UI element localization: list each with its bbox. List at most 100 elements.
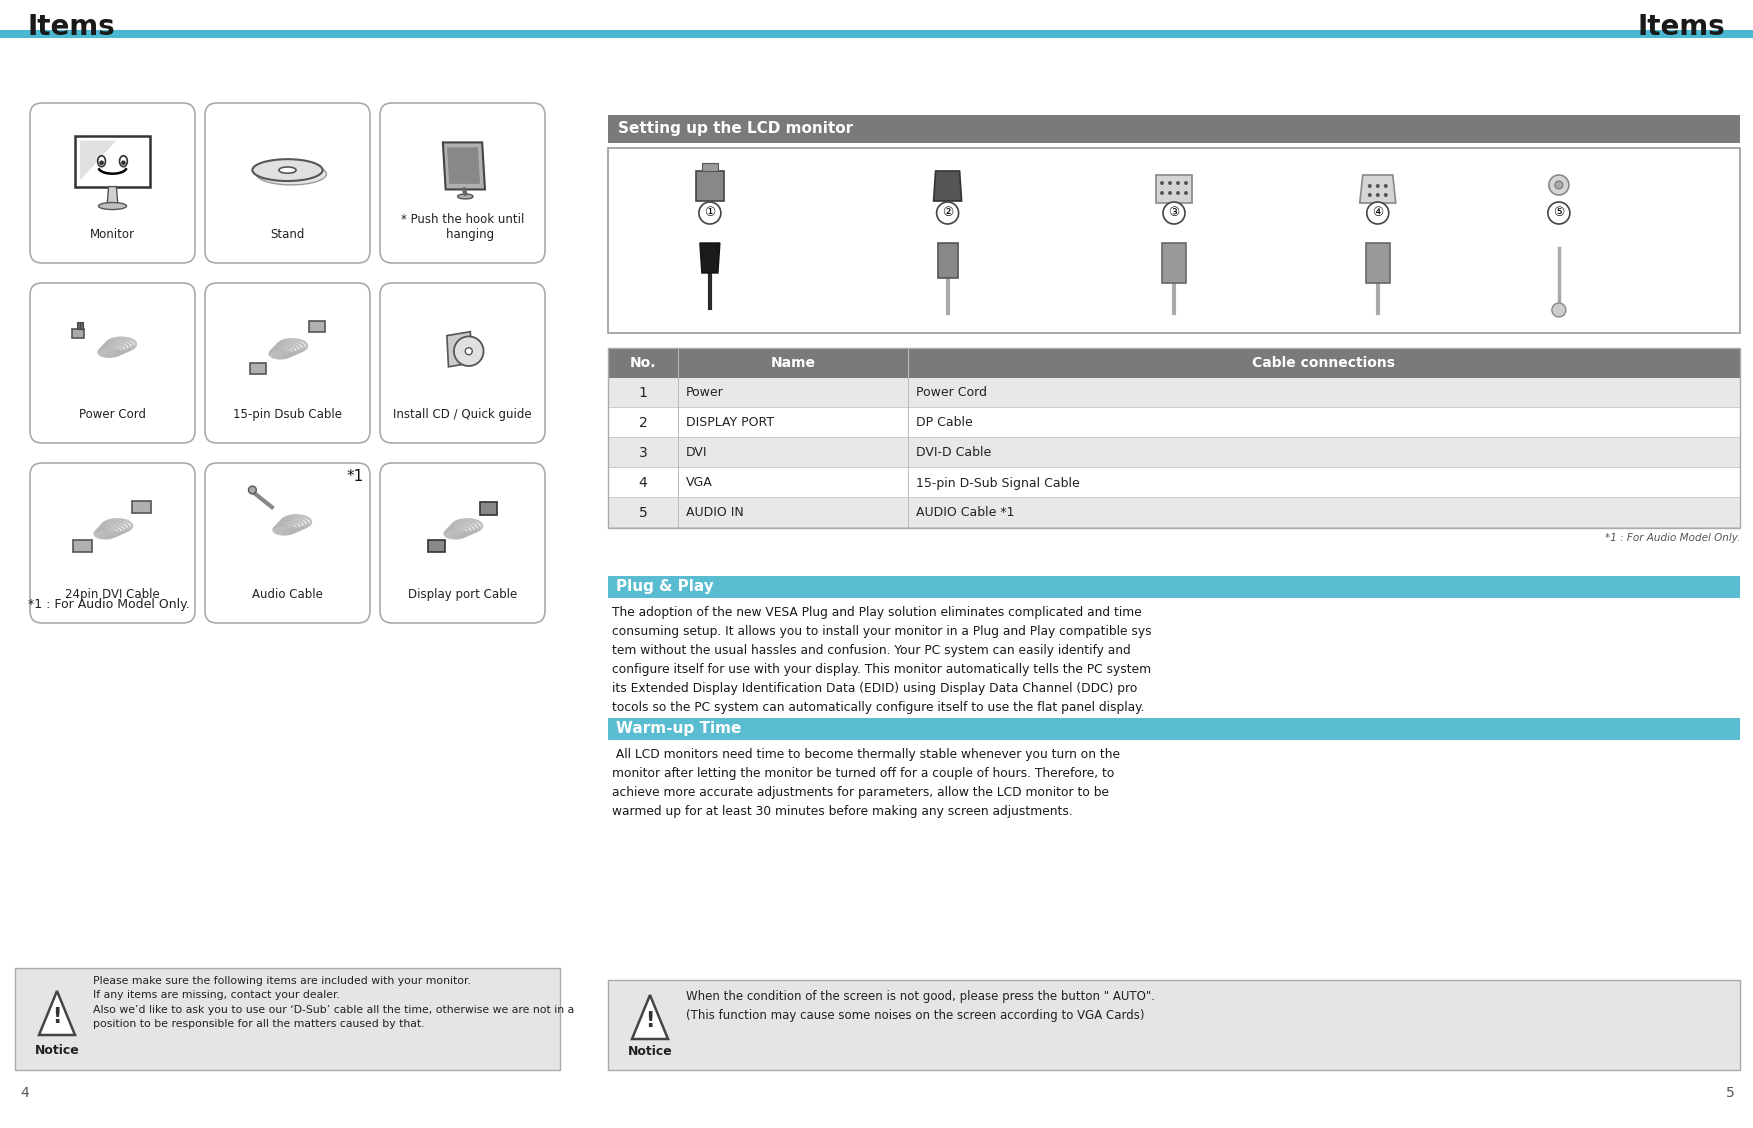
- Text: No.: No.: [629, 356, 656, 370]
- Text: DISPLAY PORT: DISPLAY PORT: [685, 416, 775, 430]
- Ellipse shape: [256, 164, 326, 185]
- Polygon shape: [447, 332, 472, 367]
- Ellipse shape: [458, 194, 473, 199]
- Circle shape: [249, 486, 256, 494]
- FancyBboxPatch shape: [30, 103, 195, 263]
- Text: Power Cord: Power Cord: [79, 408, 145, 421]
- Text: 5: 5: [1727, 1086, 1735, 1100]
- Circle shape: [1376, 193, 1380, 197]
- Text: Audio Cable: Audio Cable: [252, 588, 323, 601]
- Bar: [608, 980, 1741, 1070]
- Circle shape: [1383, 193, 1388, 197]
- Bar: [608, 468, 1741, 497]
- Text: DVI-D Cable: DVI-D Cable: [917, 447, 990, 459]
- FancyBboxPatch shape: [380, 462, 545, 623]
- Bar: [309, 321, 324, 332]
- Text: 24pin DVI Cable: 24pin DVI Cable: [65, 588, 160, 601]
- Bar: [131, 501, 151, 513]
- Text: All LCD monitors need time to become thermally stable whenever you turn on the: All LCD monitors need time to become the…: [612, 748, 1120, 761]
- Circle shape: [936, 202, 959, 224]
- Ellipse shape: [465, 347, 472, 354]
- Text: achieve more accurate adjustments for parameters, allow the LCD monitor to be: achieve more accurate adjustments for pa…: [612, 786, 1110, 799]
- Circle shape: [1367, 193, 1373, 197]
- Text: VGA: VGA: [685, 476, 713, 490]
- Text: tem without the usual hassles and confusion. Your PC system can easily identify : tem without the usual hassles and confus…: [612, 644, 1131, 656]
- Text: tocols so the PC system can automatically configure itself to use the flat panel: tocols so the PC system can automaticall…: [612, 700, 1145, 714]
- FancyBboxPatch shape: [30, 462, 195, 623]
- Circle shape: [1367, 202, 1388, 224]
- Bar: [79, 323, 82, 328]
- Circle shape: [1550, 175, 1569, 195]
- Circle shape: [1367, 184, 1373, 188]
- Text: Warm-up Time: Warm-up Time: [615, 722, 742, 737]
- Bar: [938, 243, 957, 277]
- Text: !: !: [645, 1011, 654, 1031]
- FancyBboxPatch shape: [380, 283, 545, 443]
- FancyBboxPatch shape: [205, 283, 370, 443]
- Text: Items: Items: [28, 14, 116, 41]
- Bar: [1155, 175, 1192, 203]
- Text: Setting up the LCD monitor: Setting up the LCD monitor: [619, 122, 854, 136]
- Circle shape: [1551, 303, 1565, 317]
- Text: consuming setup. It allows you to install your monitor in a Plug and Play compat: consuming setup. It allows you to instal…: [612, 625, 1152, 638]
- Circle shape: [121, 160, 126, 165]
- Circle shape: [1167, 180, 1173, 185]
- Ellipse shape: [98, 156, 105, 167]
- Bar: [77, 323, 79, 328]
- Ellipse shape: [454, 336, 484, 365]
- Circle shape: [1548, 202, 1571, 224]
- FancyBboxPatch shape: [205, 103, 370, 263]
- Text: Cable connections: Cable connections: [1252, 356, 1395, 370]
- Polygon shape: [633, 995, 668, 1039]
- Circle shape: [699, 202, 720, 224]
- Text: The adoption of the new VESA Plug and Play solution eliminates complicated and t: The adoption of the new VESA Plug and Pl…: [612, 606, 1141, 619]
- Polygon shape: [699, 243, 720, 273]
- Ellipse shape: [252, 159, 323, 180]
- Bar: [608, 349, 1741, 528]
- FancyBboxPatch shape: [30, 283, 195, 443]
- Circle shape: [100, 160, 103, 165]
- Bar: [608, 438, 1741, 468]
- Text: configure itself for use with your display. This monitor automatically tells the: configure itself for use with your displ…: [612, 663, 1152, 676]
- Text: Install CD / Quick guide: Install CD / Quick guide: [393, 408, 531, 421]
- Text: 2: 2: [638, 416, 647, 430]
- Ellipse shape: [119, 156, 128, 167]
- Text: its Extended Display Identification Data (EDID) using Display Data Channel (DDC): its Extended Display Identification Data…: [612, 682, 1138, 695]
- Text: ①: ①: [705, 206, 715, 220]
- Text: DVI: DVI: [685, 447, 708, 459]
- Text: Items: Items: [1637, 14, 1725, 41]
- Text: *1 : For Audio Model Only.: *1 : For Audio Model Only.: [1604, 534, 1741, 543]
- Polygon shape: [81, 141, 116, 180]
- Bar: [608, 378, 1741, 408]
- Bar: [75, 135, 149, 186]
- Text: ④: ④: [1373, 206, 1383, 220]
- Bar: [72, 328, 84, 338]
- Bar: [1366, 243, 1390, 283]
- Text: When the condition of the screen is not good, please press the button " AUTO".: When the condition of the screen is not …: [685, 990, 1155, 1003]
- Text: * Push the hook until
    hanging: * Push the hook until hanging: [401, 213, 524, 241]
- Text: 4: 4: [19, 1086, 28, 1100]
- Text: AUDIO IN: AUDIO IN: [685, 506, 743, 520]
- Circle shape: [1183, 191, 1189, 195]
- Polygon shape: [107, 186, 117, 206]
- Bar: [74, 540, 93, 553]
- Circle shape: [1176, 191, 1180, 195]
- Circle shape: [1555, 180, 1564, 190]
- Text: monitor after letting the monitor be turned off for a couple of hours. Therefore: monitor after letting the monitor be tur…: [612, 767, 1115, 779]
- Bar: [608, 719, 1741, 740]
- Text: Display port Cable: Display port Cable: [408, 588, 517, 601]
- Text: Please make sure the following items are included with your monitor.
If any item: Please make sure the following items are…: [93, 976, 575, 1029]
- Text: 15-pin D-Sub Signal Cable: 15-pin D-Sub Signal Cable: [917, 476, 1080, 490]
- Circle shape: [1183, 180, 1189, 185]
- Polygon shape: [444, 142, 486, 190]
- Text: !: !: [53, 1007, 61, 1026]
- Circle shape: [1383, 184, 1388, 188]
- Text: Notice: Notice: [35, 1045, 79, 1057]
- Bar: [608, 115, 1741, 143]
- Bar: [608, 148, 1741, 333]
- Text: Stand: Stand: [270, 228, 305, 241]
- Text: *1: *1: [347, 469, 365, 484]
- Text: Power Cord: Power Cord: [917, 387, 987, 399]
- Text: ②: ②: [941, 206, 954, 220]
- Bar: [1162, 243, 1187, 283]
